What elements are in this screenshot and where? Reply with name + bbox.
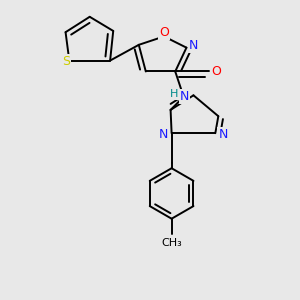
Text: N: N [189, 39, 198, 52]
Text: CH₃: CH₃ [161, 238, 182, 248]
Text: O: O [159, 26, 169, 39]
Text: S: S [62, 56, 70, 68]
Text: H: H [169, 89, 178, 100]
Text: N: N [218, 128, 228, 141]
Text: O: O [211, 65, 221, 78]
Text: N: N [159, 128, 168, 141]
Text: N: N [179, 90, 189, 103]
